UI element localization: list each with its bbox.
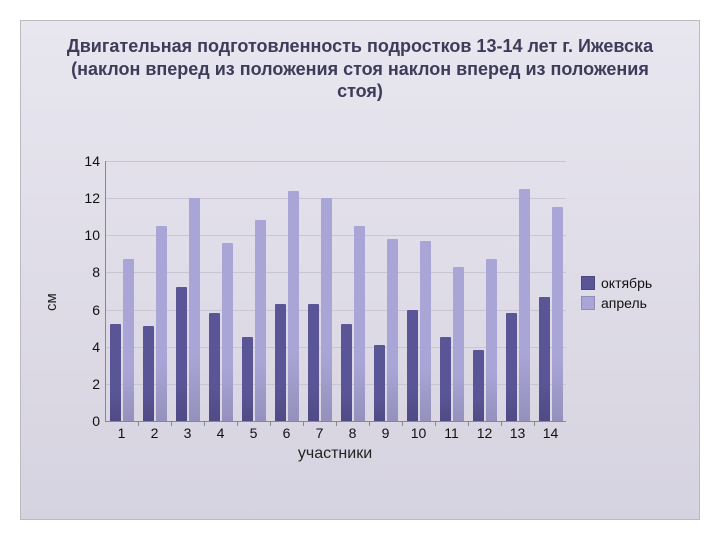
chart-title: Двигательная подготовленность подростков… <box>21 21 699 107</box>
bar-october <box>110 324 121 421</box>
x-tick-label: 1 <box>118 421 126 441</box>
x-tick-label: 5 <box>250 421 258 441</box>
bar-october <box>473 350 484 421</box>
bar-october <box>506 313 517 421</box>
bar-october <box>539 297 550 421</box>
bar-october <box>209 313 220 421</box>
legend-swatch-icon <box>581 296 595 310</box>
x-tick-mark <box>138 421 139 426</box>
legend-swatch-icon <box>581 276 595 290</box>
bar-april <box>420 241 431 421</box>
bar-october <box>143 326 154 421</box>
x-tick-label: 9 <box>382 421 390 441</box>
bar-april <box>123 259 134 421</box>
slide-panel: Двигательная подготовленность подростков… <box>20 20 700 520</box>
y-tick-label: 6 <box>92 302 106 318</box>
x-tick-mark <box>303 421 304 426</box>
x-tick-mark <box>501 421 502 426</box>
bar-april <box>255 220 266 421</box>
chart-area: см 024681012141234567891011121314 участн… <box>51 161 671 481</box>
bar-april <box>519 189 530 421</box>
bar-april <box>552 207 563 421</box>
x-tick-label: 8 <box>349 421 357 441</box>
x-tick-label: 12 <box>477 421 493 441</box>
bar-october <box>308 304 319 421</box>
x-tick-mark <box>369 421 370 426</box>
x-tick-mark <box>171 421 172 426</box>
bar-april <box>354 226 365 421</box>
y-tick-label: 12 <box>84 190 106 206</box>
bar-april <box>156 226 167 421</box>
x-tick-mark <box>237 421 238 426</box>
y-axis-label: см <box>43 293 60 311</box>
bar-october <box>341 324 352 421</box>
gridline <box>106 198 566 199</box>
bar-april <box>453 267 464 421</box>
x-tick-mark <box>336 421 337 426</box>
bar-april <box>222 243 233 421</box>
bar-october <box>440 337 451 421</box>
x-tick-mark <box>204 421 205 426</box>
bar-october <box>407 310 418 421</box>
legend-label: апрель <box>601 295 647 311</box>
bar-april <box>189 198 200 421</box>
y-tick-label: 2 <box>92 376 106 392</box>
legend: октябрь апрель <box>581 271 652 315</box>
y-tick-label: 0 <box>92 413 106 429</box>
x-tick-mark <box>402 421 403 426</box>
bar-april <box>288 191 299 421</box>
plot-region: 024681012141234567891011121314 <box>105 161 566 422</box>
gridline <box>106 161 566 162</box>
bar-april <box>321 198 332 421</box>
y-tick-label: 8 <box>92 264 106 280</box>
x-tick-label: 13 <box>510 421 526 441</box>
x-tick-label: 3 <box>184 421 192 441</box>
bar-october <box>242 337 253 421</box>
x-tick-label: 2 <box>151 421 159 441</box>
x-tick-label: 7 <box>316 421 324 441</box>
y-tick-label: 4 <box>92 339 106 355</box>
title-line-1: Двигательная подготовленность подростков… <box>67 36 653 56</box>
y-tick-label: 14 <box>84 153 106 169</box>
bar-october <box>275 304 286 421</box>
x-tick-label: 11 <box>444 421 459 441</box>
legend-label: октябрь <box>601 275 652 291</box>
bar-april <box>387 239 398 421</box>
x-tick-label: 6 <box>283 421 291 441</box>
x-tick-label: 4 <box>217 421 225 441</box>
x-tick-mark <box>468 421 469 426</box>
x-axis-label: участники <box>105 445 565 463</box>
x-tick-label: 14 <box>543 421 559 441</box>
gridline <box>106 272 566 273</box>
bar-october <box>176 287 187 421</box>
x-tick-mark <box>435 421 436 426</box>
x-tick-label: 10 <box>411 421 427 441</box>
gridline <box>106 235 566 236</box>
bar-october <box>374 345 385 421</box>
legend-item-october: октябрь <box>581 275 652 291</box>
x-tick-mark <box>534 421 535 426</box>
x-tick-mark <box>270 421 271 426</box>
bar-april <box>486 259 497 421</box>
legend-item-april: апрель <box>581 295 652 311</box>
y-tick-label: 10 <box>84 227 106 243</box>
title-line-2: (наклон вперед из положения стоя наклон … <box>71 59 649 102</box>
